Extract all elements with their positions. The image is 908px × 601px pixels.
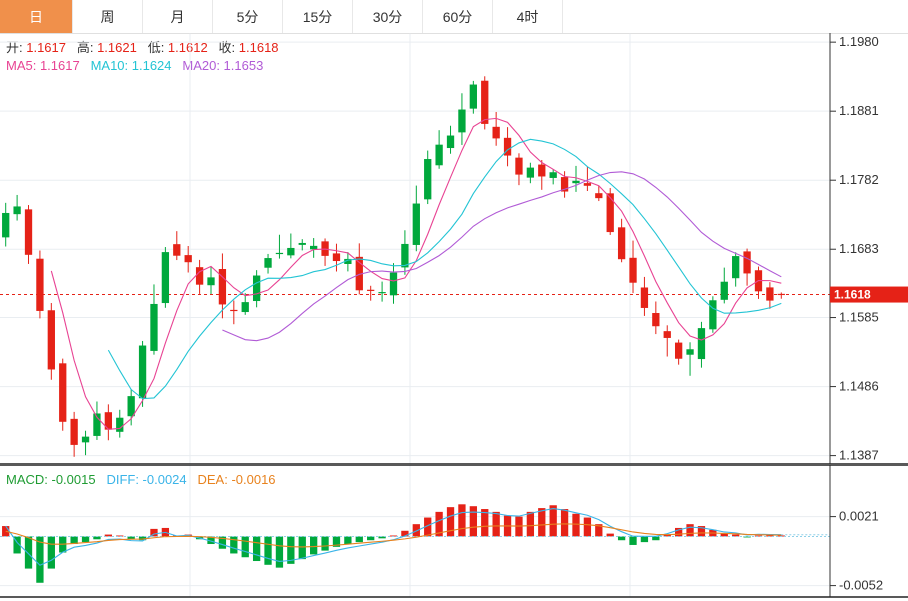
svg-text:-0.0052: -0.0052 <box>839 578 883 593</box>
svg-text:1.1585: 1.1585 <box>839 310 879 325</box>
svg-text:1.1782: 1.1782 <box>839 172 879 187</box>
svg-text:1.1387: 1.1387 <box>839 448 879 463</box>
svg-text:1.1980: 1.1980 <box>839 34 879 49</box>
svg-text:1.1881: 1.1881 <box>839 103 879 118</box>
svg-text:0.0021: 0.0021 <box>839 509 879 524</box>
svg-text:1.1683: 1.1683 <box>839 241 879 256</box>
svg-text:1.1618: 1.1618 <box>834 288 871 302</box>
svg-text:1.1486: 1.1486 <box>839 379 879 394</box>
